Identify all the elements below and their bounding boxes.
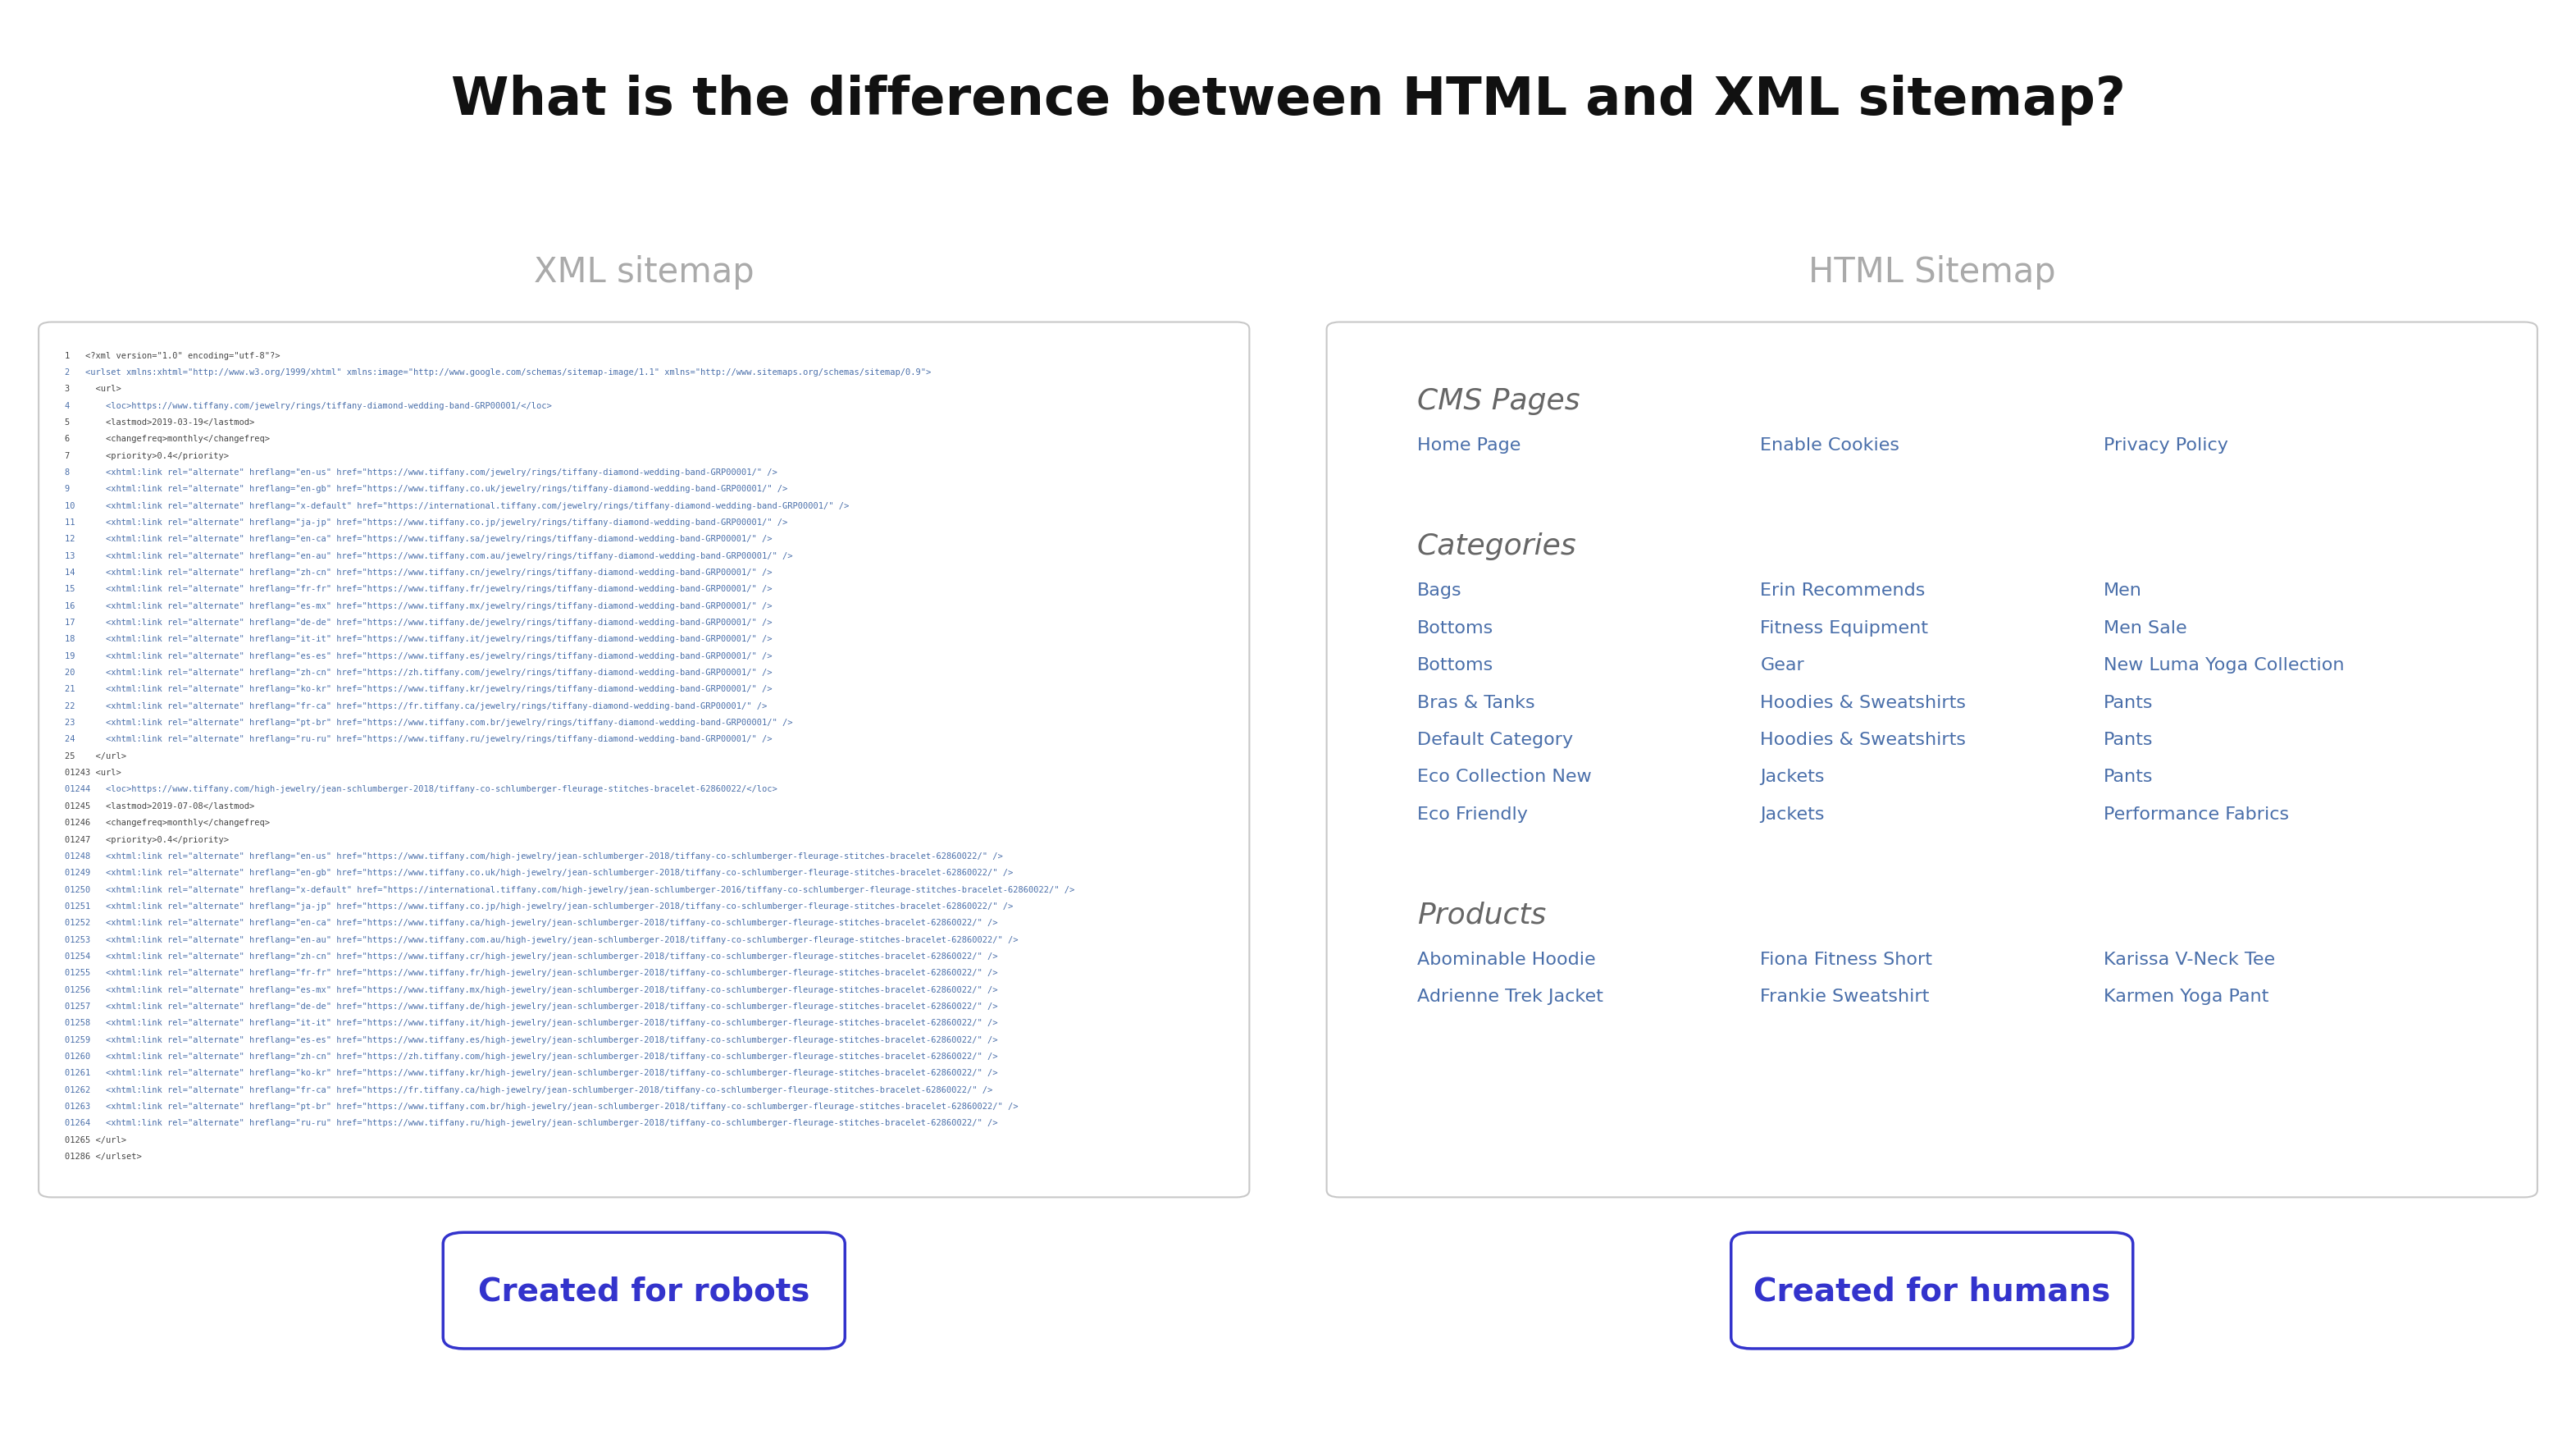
Text: Hoodies & Sweatshirts: Hoodies & Sweatshirts	[1759, 731, 1965, 747]
Text: 18      <xhtml:link rel="alternate" hreflang="it-it" href="https://www.tiffany.i: 18 <xhtml:link rel="alternate" hreflang=…	[64, 635, 773, 642]
Text: 5       <lastmod>2019-03-19</lastmod>: 5 <lastmod>2019-03-19</lastmod>	[64, 419, 255, 426]
Text: Karissa V-Neck Tee: Karissa V-Neck Tee	[2105, 951, 2275, 967]
Text: 01265 </url>: 01265 </url>	[64, 1136, 126, 1143]
Text: 17      <xhtml:link rel="alternate" hreflang="de-de" href="https://www.tiffany.d: 17 <xhtml:link rel="alternate" hreflang=…	[64, 618, 773, 627]
Text: 01248   <xhtml:link rel="alternate" hreflang="en-us" href="https://www.tiffany.c: 01248 <xhtml:link rel="alternate" hrefla…	[64, 852, 1002, 860]
Text: Abominable Hoodie: Abominable Hoodie	[1417, 951, 1595, 967]
Text: 01260   <xhtml:link rel="alternate" hreflang="zh-cn" href="https://zh.tiffany.co: 01260 <xhtml:link rel="alternate" hrefla…	[64, 1053, 997, 1060]
Text: 7       <priority>0.4</priority>: 7 <priority>0.4</priority>	[64, 452, 229, 460]
Text: 9       <xhtml:link rel="alternate" hreflang="en-gb" href="https://www.tiffany.c: 9 <xhtml:link rel="alternate" hreflang="…	[64, 485, 788, 493]
Text: Bottoms: Bottoms	[1417, 619, 1494, 635]
Text: Products: Products	[1417, 901, 1546, 928]
Text: 01256   <xhtml:link rel="alternate" hreflang="es-mx" href="https://www.tiffany.m: 01256 <xhtml:link rel="alternate" hrefla…	[64, 985, 997, 994]
Text: 13      <xhtml:link rel="alternate" hreflang="en-au" href="https://www.tiffany.c: 13 <xhtml:link rel="alternate" hreflang=…	[64, 552, 793, 559]
Text: Home Page: Home Page	[1417, 437, 1520, 453]
FancyBboxPatch shape	[1731, 1232, 2133, 1348]
FancyBboxPatch shape	[39, 323, 1249, 1197]
Text: Enable Cookies: Enable Cookies	[1759, 437, 1899, 453]
Text: What is the difference between HTML and XML sitemap?: What is the difference between HTML and …	[451, 75, 2125, 126]
Text: 2   <urlset xmlns:xhtml="http://www.w3.org/1999/xhtml" xmlns:image="http://www.g: 2 <urlset xmlns:xhtml="http://www.w3.org…	[64, 369, 930, 376]
Text: 15      <xhtml:link rel="alternate" hreflang="fr-fr" href="https://www.tiffany.f: 15 <xhtml:link rel="alternate" hreflang=…	[64, 585, 773, 594]
Text: 01244   <loc>https://www.tiffany.com/high-jewelry/jean-schlumberger-2018/tiffany: 01244 <loc>https://www.tiffany.com/high-…	[64, 784, 778, 793]
Text: Privacy Policy: Privacy Policy	[2105, 437, 2228, 453]
Text: 01252   <xhtml:link rel="alternate" hreflang="en-ca" href="https://www.tiffany.c: 01252 <xhtml:link rel="alternate" hrefla…	[64, 919, 997, 926]
Text: Erin Recommends: Erin Recommends	[1759, 582, 1924, 598]
Text: 01243 <url>: 01243 <url>	[64, 769, 121, 777]
FancyBboxPatch shape	[1327, 323, 2537, 1197]
Text: 8       <xhtml:link rel="alternate" hreflang="en-us" href="https://www.tiffany.c: 8 <xhtml:link rel="alternate" hreflang="…	[64, 467, 778, 476]
Text: Adrienne Trek Jacket: Adrienne Trek Jacket	[1417, 988, 1602, 1004]
Text: 01263   <xhtml:link rel="alternate" hreflang="pt-br" href="https://www.tiffany.c: 01263 <xhtml:link rel="alternate" hrefla…	[64, 1101, 1018, 1110]
Text: Men: Men	[2105, 582, 2143, 598]
Text: Bras & Tanks: Bras & Tanks	[1417, 694, 1535, 710]
Text: Bottoms: Bottoms	[1417, 657, 1494, 673]
Text: Karmen Yoga Pant: Karmen Yoga Pant	[2105, 988, 2269, 1004]
Text: 16      <xhtml:link rel="alternate" hreflang="es-mx" href="https://www.tiffany.m: 16 <xhtml:link rel="alternate" hreflang=…	[64, 601, 773, 609]
Text: New Luma Yoga Collection: New Luma Yoga Collection	[2105, 657, 2344, 673]
Text: 4       <loc>https://www.tiffany.com/jewelry/rings/tiffany-diamond-wedding-band-: 4 <loc>https://www.tiffany.com/jewelry/r…	[64, 402, 551, 410]
Text: 12      <xhtml:link rel="alternate" hreflang="en-ca" href="https://www.tiffany.s: 12 <xhtml:link rel="alternate" hreflang=…	[64, 535, 773, 543]
Text: Performance Fabrics: Performance Fabrics	[2105, 806, 2290, 822]
Text: 11      <xhtml:link rel="alternate" hreflang="ja-jp" href="https://www.tiffany.c: 11 <xhtml:link rel="alternate" hreflang=…	[64, 518, 788, 526]
Text: Jackets: Jackets	[1759, 769, 1824, 784]
Text: Jackets: Jackets	[1759, 806, 1824, 822]
Text: 01249   <xhtml:link rel="alternate" hreflang="en-gb" href="https://www.tiffany.c: 01249 <xhtml:link rel="alternate" hrefla…	[64, 869, 1012, 876]
Text: XML sitemap: XML sitemap	[533, 255, 755, 290]
Text: 14      <xhtml:link rel="alternate" hreflang="zh-cn" href="https://www.tiffany.c: 14 <xhtml:link rel="alternate" hreflang=…	[64, 568, 773, 576]
Text: 01261   <xhtml:link rel="alternate" hreflang="ko-kr" href="https://www.tiffany.k: 01261 <xhtml:link rel="alternate" hrefla…	[64, 1068, 997, 1077]
Text: 01245   <lastmod>2019-07-08</lastmod>: 01245 <lastmod>2019-07-08</lastmod>	[64, 802, 255, 810]
Text: Bags: Bags	[1417, 582, 1461, 598]
Text: 01286 </urlset>: 01286 </urlset>	[64, 1152, 142, 1160]
FancyBboxPatch shape	[443, 1232, 845, 1348]
Text: 1   <?xml version="1.0" encoding="utf-8"?>: 1 <?xml version="1.0" encoding="utf-8"?>	[64, 351, 281, 360]
Text: 6       <changefreq>monthly</changefreq>: 6 <changefreq>monthly</changefreq>	[64, 435, 270, 443]
Text: Men Sale: Men Sale	[2105, 619, 2187, 635]
Text: 01255   <xhtml:link rel="alternate" hreflang="fr-fr" href="https://www.tiffany.f: 01255 <xhtml:link rel="alternate" hrefla…	[64, 968, 997, 977]
Text: 19      <xhtml:link rel="alternate" hreflang="es-es" href="https://www.tiffany.e: 19 <xhtml:link rel="alternate" hreflang=…	[64, 651, 773, 660]
Text: Pants: Pants	[2105, 731, 2154, 747]
Text: 01262   <xhtml:link rel="alternate" hreflang="fr-ca" href="https://fr.tiffany.ca: 01262 <xhtml:link rel="alternate" hrefla…	[64, 1086, 992, 1094]
Text: 21      <xhtml:link rel="alternate" hreflang="ko-kr" href="https://www.tiffany.k: 21 <xhtml:link rel="alternate" hreflang=…	[64, 685, 773, 693]
Text: 01253   <xhtml:link rel="alternate" hreflang="en-au" href="https://www.tiffany.c: 01253 <xhtml:link rel="alternate" hrefla…	[64, 935, 1018, 944]
Text: Pants: Pants	[2105, 769, 2154, 784]
Text: Fitness Equipment: Fitness Equipment	[1759, 619, 1929, 635]
Text: 01250   <xhtml:link rel="alternate" hreflang="x-default" href="https://internati: 01250 <xhtml:link rel="alternate" hrefla…	[64, 885, 1074, 893]
Text: Eco Collection New: Eco Collection New	[1417, 769, 1592, 784]
Text: HTML Sitemap: HTML Sitemap	[1808, 255, 2056, 290]
Text: 01251   <xhtml:link rel="alternate" hreflang="ja-jp" href="https://www.tiffany.c: 01251 <xhtml:link rel="alternate" hrefla…	[64, 902, 1012, 911]
Text: 3     <url>: 3 <url>	[64, 384, 121, 393]
Text: Pants: Pants	[2105, 694, 2154, 710]
Text: Fiona Fitness Short: Fiona Fitness Short	[1759, 951, 1932, 967]
Text: 01247   <priority>0.4</priority>: 01247 <priority>0.4</priority>	[64, 835, 229, 843]
Text: Gear: Gear	[1759, 657, 1803, 673]
Text: 01264   <xhtml:link rel="alternate" hreflang="ru-ru" href="https://www.tiffany.r: 01264 <xhtml:link rel="alternate" hrefla…	[64, 1119, 997, 1127]
Text: 25    </url>: 25 </url>	[64, 751, 126, 760]
Text: 01258   <xhtml:link rel="alternate" hreflang="it-it" href="https://www.tiffany.i: 01258 <xhtml:link rel="alternate" hrefla…	[64, 1018, 997, 1027]
Text: 01254   <xhtml:link rel="alternate" hreflang="zh-cn" href="https://www.tiffany.c: 01254 <xhtml:link rel="alternate" hrefla…	[64, 952, 997, 959]
Text: 01257   <xhtml:link rel="alternate" hreflang="de-de" href="https://www.tiffany.d: 01257 <xhtml:link rel="alternate" hrefla…	[64, 1002, 997, 1010]
Text: 01246   <changefreq>monthly</changefreq>: 01246 <changefreq>monthly</changefreq>	[64, 819, 270, 826]
Text: Created for humans: Created for humans	[1754, 1275, 2110, 1306]
Text: 22      <xhtml:link rel="alternate" hreflang="fr-ca" href="https://fr.tiffany.ca: 22 <xhtml:link rel="alternate" hreflang=…	[64, 701, 768, 710]
Text: 20      <xhtml:link rel="alternate" hreflang="zh-cn" href="https://zh.tiffany.co: 20 <xhtml:link rel="alternate" hreflang=…	[64, 668, 773, 677]
Text: Eco Friendly: Eco Friendly	[1417, 806, 1528, 822]
Text: Frankie Sweatshirt: Frankie Sweatshirt	[1759, 988, 1929, 1004]
Text: 10      <xhtml:link rel="alternate" hreflang="x-default" href="https://internati: 10 <xhtml:link rel="alternate" hreflang=…	[64, 502, 848, 509]
Text: Hoodies & Sweatshirts: Hoodies & Sweatshirts	[1759, 694, 1965, 710]
Text: Created for robots: Created for robots	[479, 1275, 809, 1306]
Text: 23      <xhtml:link rel="alternate" hreflang="pt-br" href="https://www.tiffany.c: 23 <xhtml:link rel="alternate" hreflang=…	[64, 718, 793, 727]
Text: Categories: Categories	[1417, 532, 1577, 559]
Text: Default Category: Default Category	[1417, 731, 1574, 747]
Text: 01259   <xhtml:link rel="alternate" hreflang="es-es" href="https://www.tiffany.e: 01259 <xhtml:link rel="alternate" hrefla…	[64, 1035, 997, 1044]
Text: 24      <xhtml:link rel="alternate" hreflang="ru-ru" href="https://www.tiffany.r: 24 <xhtml:link rel="alternate" hreflang=…	[64, 736, 773, 743]
Text: CMS Pages: CMS Pages	[1417, 387, 1579, 414]
